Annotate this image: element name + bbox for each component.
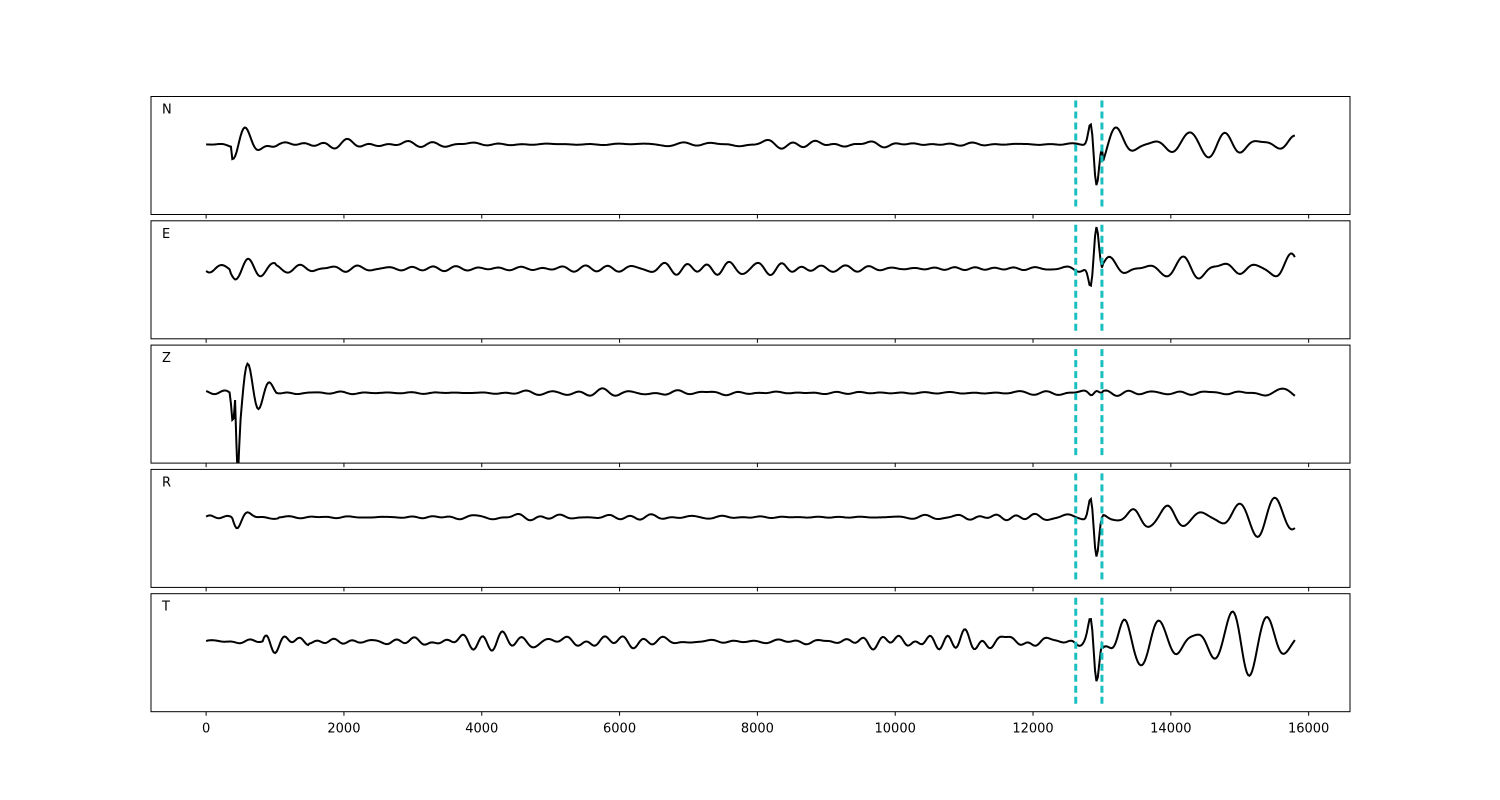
panel-e: E bbox=[150, 220, 1351, 343]
x-tick-label: 12000 bbox=[1012, 722, 1053, 737]
trace-t bbox=[205, 610, 1296, 682]
trace-r bbox=[205, 496, 1296, 557]
x-tick-label: 2000 bbox=[327, 722, 360, 737]
panel-frame bbox=[150, 468, 1351, 588]
panel-label: N bbox=[162, 103, 172, 118]
trace-e bbox=[205, 226, 1296, 288]
x-tick-label: 6000 bbox=[603, 722, 636, 737]
panel-r: R bbox=[150, 468, 1351, 592]
panel-label: R bbox=[162, 475, 171, 490]
x-tick-label: 8000 bbox=[741, 722, 774, 737]
x-tick-label: 4000 bbox=[465, 722, 498, 737]
panel-frame bbox=[150, 593, 1351, 713]
x-tick-label: 14000 bbox=[1150, 722, 1191, 737]
x-axis: 0 2000 4000 6000 8000 10000 12000 14000 16000 bbox=[202, 722, 1329, 737]
x-tick-label: 16000 bbox=[1288, 722, 1329, 737]
panel-label: Z bbox=[162, 351, 171, 366]
panels-group: N E Z R T bbox=[150, 96, 1351, 716]
panel-frame bbox=[150, 344, 1351, 464]
panel-label: T bbox=[161, 600, 170, 615]
panel-n: N bbox=[150, 96, 1351, 219]
trace-z bbox=[205, 361, 1296, 464]
panel-label: E bbox=[162, 227, 170, 242]
panel-t: T bbox=[150, 593, 1351, 716]
panel-frame bbox=[150, 220, 1351, 340]
panel-z: Z bbox=[150, 344, 1351, 468]
x-tick-label: 10000 bbox=[875, 722, 916, 737]
panel-frame bbox=[150, 96, 1351, 215]
x-tick-label: 0 bbox=[202, 722, 210, 737]
trace-n bbox=[206, 122, 1296, 186]
